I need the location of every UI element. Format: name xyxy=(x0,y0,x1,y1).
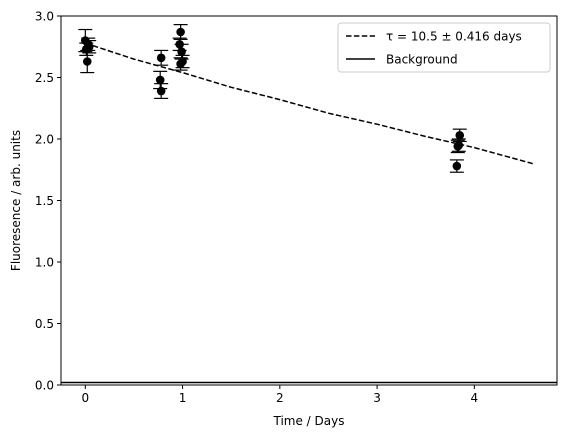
data-marker xyxy=(157,87,166,96)
x-tick-label: 1 xyxy=(179,391,187,405)
y-tick-label: 1.5 xyxy=(35,194,54,208)
x-tick-label: 3 xyxy=(373,391,381,405)
x-tick-label: 2 xyxy=(276,391,284,405)
y-tick-label: 3.0 xyxy=(35,9,54,23)
data-marker xyxy=(455,131,464,140)
data-marker xyxy=(176,60,185,69)
y-tick-label: 0.0 xyxy=(35,378,54,392)
data-marker xyxy=(177,47,186,56)
legend-label: Background xyxy=(386,53,458,67)
data-marker xyxy=(156,76,165,85)
y-axis-label: Fluoresence / arb. units xyxy=(9,130,23,271)
data-marker xyxy=(176,28,185,37)
x-tick-label: 4 xyxy=(471,391,479,405)
data-marker xyxy=(83,57,92,66)
x-axis-label: Time / Days xyxy=(273,414,345,428)
data-marker xyxy=(157,54,166,63)
y-tick-label: 0.5 xyxy=(35,317,54,331)
y-tick-label: 2.0 xyxy=(35,132,54,146)
legend-label: τ = 10.5 ± 0.416 days xyxy=(386,30,522,44)
x-tick-label: 0 xyxy=(81,391,89,405)
y-tick-label: 1.0 xyxy=(35,255,54,269)
legend: τ = 10.5 ± 0.416 days Background xyxy=(338,23,550,72)
data-marker xyxy=(453,162,462,171)
y-tick-label: 2.5 xyxy=(35,71,54,85)
